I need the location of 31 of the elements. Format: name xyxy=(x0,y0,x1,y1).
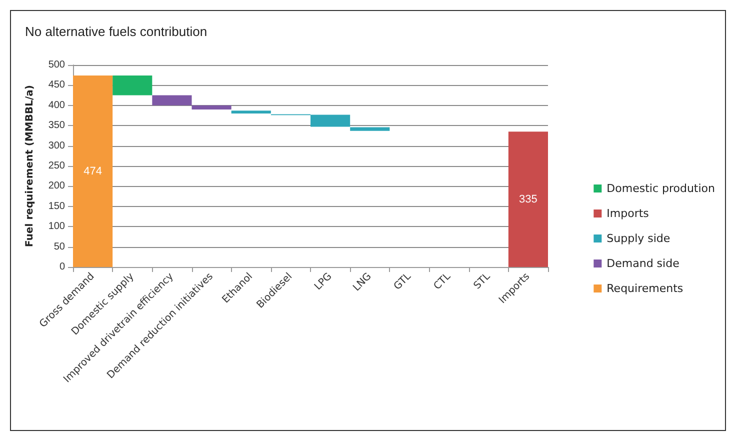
bar xyxy=(73,76,113,267)
y-tick-label: 50 xyxy=(54,241,66,252)
y-tick-label: 450 xyxy=(48,80,66,91)
x-tick-label: CTL xyxy=(432,270,454,292)
y-tick-label: 500 xyxy=(48,60,66,70)
y-tick-label: 250 xyxy=(48,160,66,172)
y-tick-label: 300 xyxy=(48,140,66,152)
x-tick-label: STL xyxy=(472,270,493,292)
data-label: 474 xyxy=(84,165,102,178)
y-axis-title: Fuel requirement (MMBBL/a) xyxy=(24,85,36,247)
bar xyxy=(112,76,152,96)
y-tick-label: 0 xyxy=(59,262,66,272)
bar xyxy=(192,105,232,110)
y-tick-label: 200 xyxy=(48,180,66,192)
legend-label: Supply side xyxy=(606,232,670,245)
legend-label: Imports xyxy=(606,207,650,220)
bar xyxy=(350,127,390,131)
y-tick-label: 350 xyxy=(48,120,66,132)
x-tick-label: LPG xyxy=(312,271,334,293)
data-label: 335 xyxy=(519,193,538,206)
legend-label: Demand side xyxy=(606,257,680,270)
bar xyxy=(231,110,271,114)
bar xyxy=(508,132,548,267)
bar xyxy=(152,95,192,106)
x-tick-label: GTL xyxy=(392,270,414,292)
y-tick-label: 400 xyxy=(48,100,66,111)
legend-label: Domestic prodution xyxy=(606,182,716,195)
chart-title: No alternative fuels contribution xyxy=(25,24,208,39)
legend-label: Requirements xyxy=(606,282,684,295)
y-tick-label: 100 xyxy=(48,221,66,232)
y-tick-label: 150 xyxy=(48,200,66,212)
